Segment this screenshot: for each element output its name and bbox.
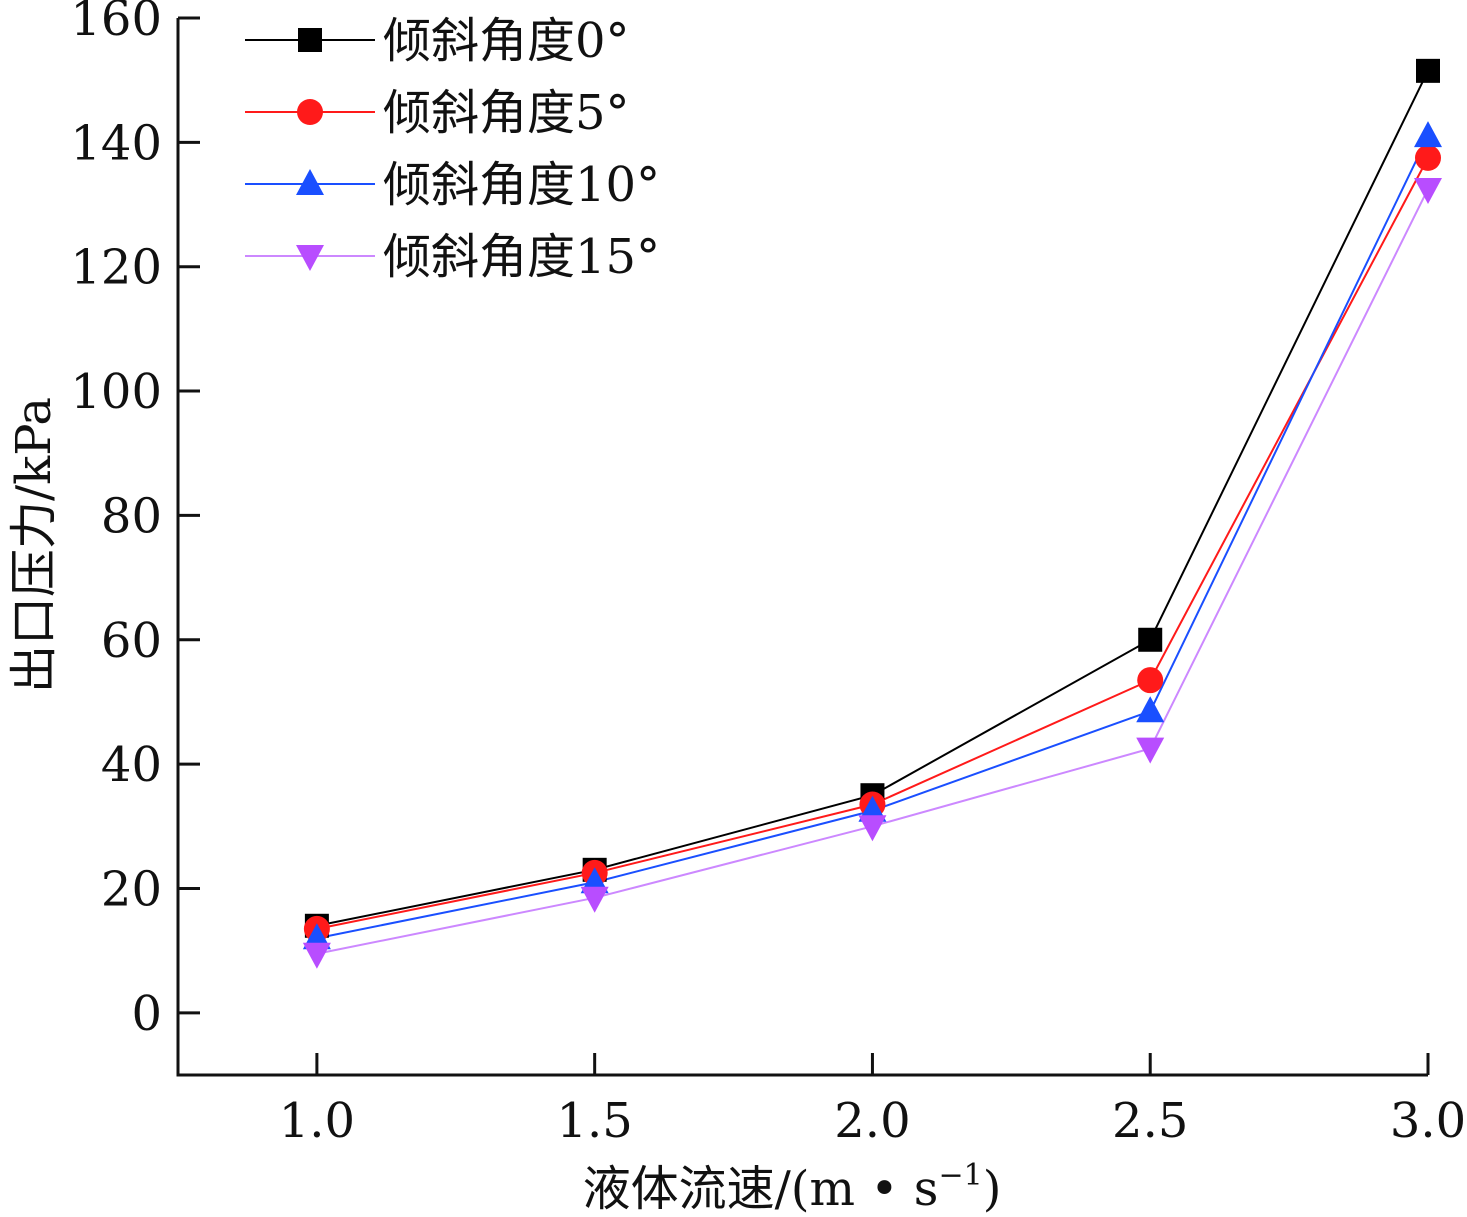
x-tick-label: 2.5 xyxy=(1112,1093,1188,1149)
legend: 倾斜角度0° 倾斜角度5° 倾斜角度10° 倾斜角度15° xyxy=(245,13,660,285)
legend-label-3: 倾斜角度15° xyxy=(383,229,660,285)
x-axis-title-superscript: −1 xyxy=(938,1158,982,1193)
axes xyxy=(176,18,1428,1077)
series-2-point xyxy=(580,867,609,894)
series-0-point xyxy=(1416,58,1440,83)
y-axis-title: 出口压力/kPa xyxy=(6,397,62,693)
x-tick-label: 3.0 xyxy=(1390,1093,1466,1149)
series-0-point xyxy=(1138,627,1163,652)
series-2-point xyxy=(858,795,887,822)
series-3-point xyxy=(1136,737,1165,764)
y-tick-label: 140 xyxy=(70,115,162,171)
y-tick-label: 40 xyxy=(101,737,162,793)
series-2-point xyxy=(1136,696,1165,723)
y-tick-label: 60 xyxy=(101,613,162,669)
legend-label-1: 倾斜角度5° xyxy=(383,85,630,141)
series-3-point xyxy=(580,886,609,913)
series-2-point xyxy=(1414,121,1442,148)
series-2-point xyxy=(302,923,331,950)
x-tick-label: 1.5 xyxy=(556,1093,632,1149)
x-axis-title-end: ) xyxy=(983,1161,1002,1217)
ticks: 0 20 40 60 80 100 120 140 160 1.0 1.5 2.0 2.5 3.0 xyxy=(70,0,1466,1149)
x-axis-title-main: 液体流速/(m • s xyxy=(583,1161,939,1217)
x-axis-title: 液体流速/(m • s−1) xyxy=(583,1158,1002,1217)
y-tick-label: 0 xyxy=(131,986,162,1042)
series-group xyxy=(302,58,1442,969)
y-tick-label: 80 xyxy=(101,488,162,544)
legend-label-2: 倾斜角度10° xyxy=(383,157,660,213)
series-3-point xyxy=(858,815,887,842)
legend-marker-0 xyxy=(298,28,322,52)
y-tick-label: 100 xyxy=(70,364,162,420)
series-1-point xyxy=(1137,667,1164,694)
legend-label-0: 倾斜角度0° xyxy=(383,13,630,69)
legend-marker-1 xyxy=(297,99,323,125)
x-tick-label: 1.0 xyxy=(279,1093,355,1149)
x-tick-label: 2.0 xyxy=(834,1093,910,1149)
series-1-point xyxy=(1415,144,1441,171)
series-3-point xyxy=(302,942,331,969)
y-tick-label: 120 xyxy=(70,240,162,296)
y-tick-label: 160 xyxy=(70,0,162,47)
y-tick-label: 20 xyxy=(101,861,162,917)
legend-marker-3 xyxy=(296,245,324,271)
legend-marker-2 xyxy=(296,169,324,195)
series-3-point xyxy=(1414,177,1442,204)
